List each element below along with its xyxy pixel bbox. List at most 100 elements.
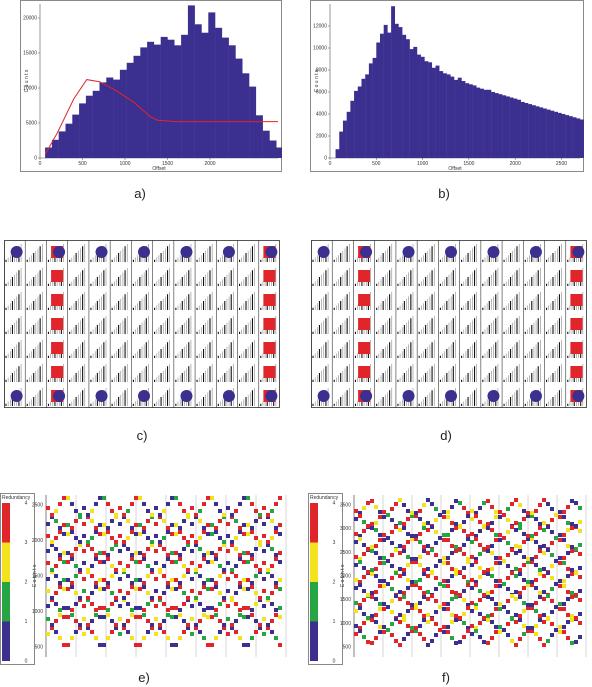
y-tick-label: 2500 (340, 550, 351, 556)
redundancy-cell (154, 604, 158, 608)
redundancy-cell (78, 623, 82, 627)
bar (402, 34, 407, 158)
redundancy-cell (546, 639, 550, 643)
redundancy-cell (162, 547, 166, 551)
redundancy-cell (74, 619, 78, 623)
redundancy-cell (402, 526, 406, 530)
redundancy-cell (478, 635, 482, 639)
redundancy-cell (550, 587, 554, 591)
redundancy-cell (558, 515, 562, 519)
redundancy-cell (90, 564, 94, 568)
redundancy-cell (570, 618, 574, 622)
bar (215, 27, 223, 158)
redundancy-cell (370, 545, 374, 549)
redundancy-cell (546, 571, 550, 575)
bar (576, 118, 581, 158)
bar (535, 106, 540, 158)
redundancy-cell (518, 595, 522, 599)
redundancy-cell (566, 521, 570, 525)
redundancy-cell (194, 543, 198, 547)
redundancy-cell (218, 519, 222, 523)
redundancy-cell (518, 503, 522, 507)
redundancy-cell (250, 581, 254, 585)
redundancy-cell (154, 561, 158, 565)
redundancy-cell (470, 555, 474, 559)
redundancy-cell (530, 583, 534, 587)
redundancy-cell (130, 502, 134, 506)
bar (454, 79, 458, 158)
redundancy-cell (206, 560, 210, 564)
redundancy-cell (422, 549, 426, 553)
redundancy-cell (478, 529, 482, 533)
redundancy-cell (70, 581, 74, 585)
redundancy-cell (470, 632, 474, 636)
redundancy-cell (242, 523, 246, 527)
receiver-square (358, 294, 371, 306)
redundancy-cell (186, 623, 190, 627)
redundancy-cell (486, 549, 490, 553)
redundancy-cell (106, 557, 110, 561)
redundancy-cell (138, 578, 142, 582)
bar (435, 65, 440, 158)
redundancy-cell (162, 619, 166, 623)
redundancy-cell (546, 502, 550, 506)
redundancy-cell (162, 536, 166, 540)
redundancy-cell (274, 608, 278, 612)
redundancy-cell (450, 590, 454, 594)
redundancy-cell (418, 517, 422, 521)
redundancy-cell (558, 625, 562, 629)
redundancy-cell (250, 636, 254, 640)
redundancy-cell (562, 533, 566, 537)
redundancy-cell (546, 525, 550, 529)
redundancy-cell (210, 578, 214, 582)
bar (85, 95, 93, 158)
redundancy-cell (250, 553, 254, 557)
redundancy-cell (218, 536, 222, 540)
redundancy-cell (74, 536, 78, 540)
bar (92, 90, 100, 158)
caption-c: c) (136, 428, 148, 443)
redundancy-cell (62, 551, 66, 555)
redundancy-cell (526, 560, 530, 564)
redundancy-cell (250, 502, 254, 506)
redundancy-cell (534, 578, 538, 582)
redundancy-cell (482, 501, 486, 505)
redundancy-cell (358, 626, 362, 630)
redundancy-cell (410, 629, 414, 633)
redundancy-cell (570, 568, 574, 572)
redundancy-cell (570, 614, 574, 618)
redundancy-cell (202, 502, 206, 506)
redundancy-cell (382, 556, 386, 560)
redundancy-cell (146, 509, 150, 513)
bar (276, 147, 282, 158)
redundancy-cell (150, 626, 154, 630)
redundancy-cell (518, 545, 522, 549)
redundancy-cell (526, 626, 530, 630)
redundancy-cell (374, 567, 378, 571)
redundancy-cell (218, 574, 222, 578)
redundancy-cell (174, 578, 178, 582)
redundancy-cell (534, 601, 538, 605)
redundancy-cell (498, 556, 502, 560)
redundancy-cell (258, 568, 262, 572)
redundancy-cell (374, 528, 378, 532)
redundancy-cell (254, 619, 258, 623)
redundancy-cell (494, 607, 498, 611)
redundancy-cell (514, 498, 518, 502)
redundancy-cell (462, 621, 466, 625)
redundancy-cell (54, 536, 58, 540)
redundancy-cell (526, 534, 530, 538)
redundancy-cell (498, 607, 502, 611)
legend-tick: 2 (25, 580, 28, 586)
bar (539, 107, 544, 158)
redundancy-cell (234, 564, 238, 568)
bar (249, 86, 257, 158)
redundancy-cell (182, 564, 186, 568)
redundancy-cell (166, 581, 170, 585)
redundancy-cell (82, 589, 86, 593)
redundancy-cell (462, 543, 466, 547)
bar (140, 47, 148, 158)
redundancy-cell (114, 596, 118, 600)
redundancy-cell (106, 585, 110, 589)
redundancy-cell (190, 589, 194, 593)
